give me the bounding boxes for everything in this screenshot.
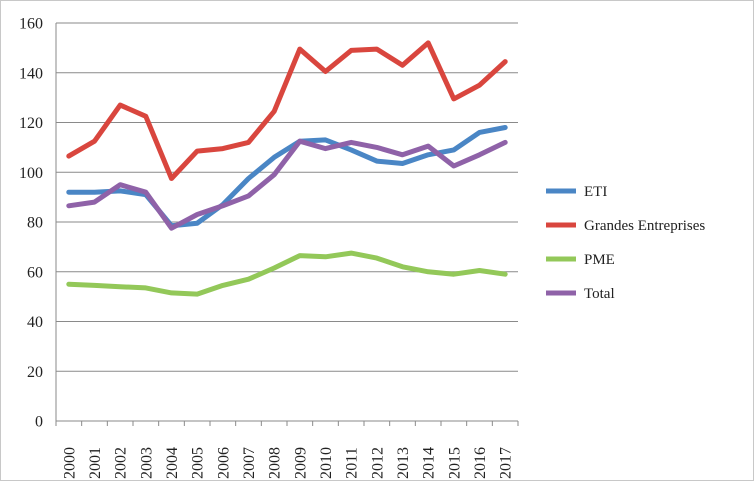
legend: ETI Grandes Entreprises PME Total bbox=[546, 184, 705, 302]
x-tick-label: 2013 bbox=[395, 447, 412, 479]
x-tick-label: 2012 bbox=[369, 447, 386, 479]
x-tick-label: 2003 bbox=[138, 447, 155, 479]
y-tick-label: 160 bbox=[19, 16, 43, 33]
series-lines bbox=[66, 40, 508, 297]
x-tick-label: 2007 bbox=[241, 447, 258, 479]
x-tick-label: 2001 bbox=[87, 447, 104, 479]
legend-label: ETI bbox=[584, 184, 607, 200]
y-tick-label: 120 bbox=[19, 115, 43, 132]
x-axis-ticks: 2000 2001 2002 2003 2004 2005 2006 2007 2008 2009… bbox=[55, 421, 519, 479]
legend-label: Grandes Entreprises bbox=[584, 218, 705, 234]
y-tick-label: 40 bbox=[27, 314, 43, 331]
x-tick-label: 2015 bbox=[446, 447, 463, 479]
x-tick-label: 2011 bbox=[344, 447, 361, 478]
y-tick-label: 140 bbox=[19, 65, 43, 82]
y-tick-label: 20 bbox=[27, 364, 43, 381]
grid bbox=[55, 22, 518, 422]
x-tick-label: 2014 bbox=[421, 447, 438, 479]
x-tick-label: 2010 bbox=[318, 447, 335, 479]
x-tick-label: 2008 bbox=[267, 447, 284, 479]
y-axis-ticks: 0 20 40 60 80 100 120 140 160 bbox=[19, 16, 43, 431]
series-line-pme bbox=[66, 250, 508, 297]
y-tick-label: 60 bbox=[27, 264, 43, 281]
x-tick-label: 2002 bbox=[113, 447, 130, 479]
series-line-grandes-entreprises bbox=[66, 40, 508, 181]
x-tick-label: 2006 bbox=[215, 447, 232, 479]
x-tick-label: 2000 bbox=[61, 447, 78, 479]
series-line-eti bbox=[66, 125, 508, 229]
x-tick-label: 2017 bbox=[498, 447, 515, 479]
legend-label: Total bbox=[584, 286, 615, 302]
x-tick-label: 2005 bbox=[190, 447, 207, 479]
y-tick-label: 100 bbox=[19, 165, 43, 182]
series-line-total bbox=[66, 138, 508, 231]
legend-label: PME bbox=[584, 252, 615, 268]
x-tick-label: 2016 bbox=[472, 447, 489, 479]
y-tick-label: 0 bbox=[35, 414, 43, 431]
x-tick-label: 2009 bbox=[292, 447, 309, 479]
x-tick-label: 2004 bbox=[164, 447, 181, 479]
y-tick-label: 80 bbox=[27, 215, 43, 232]
